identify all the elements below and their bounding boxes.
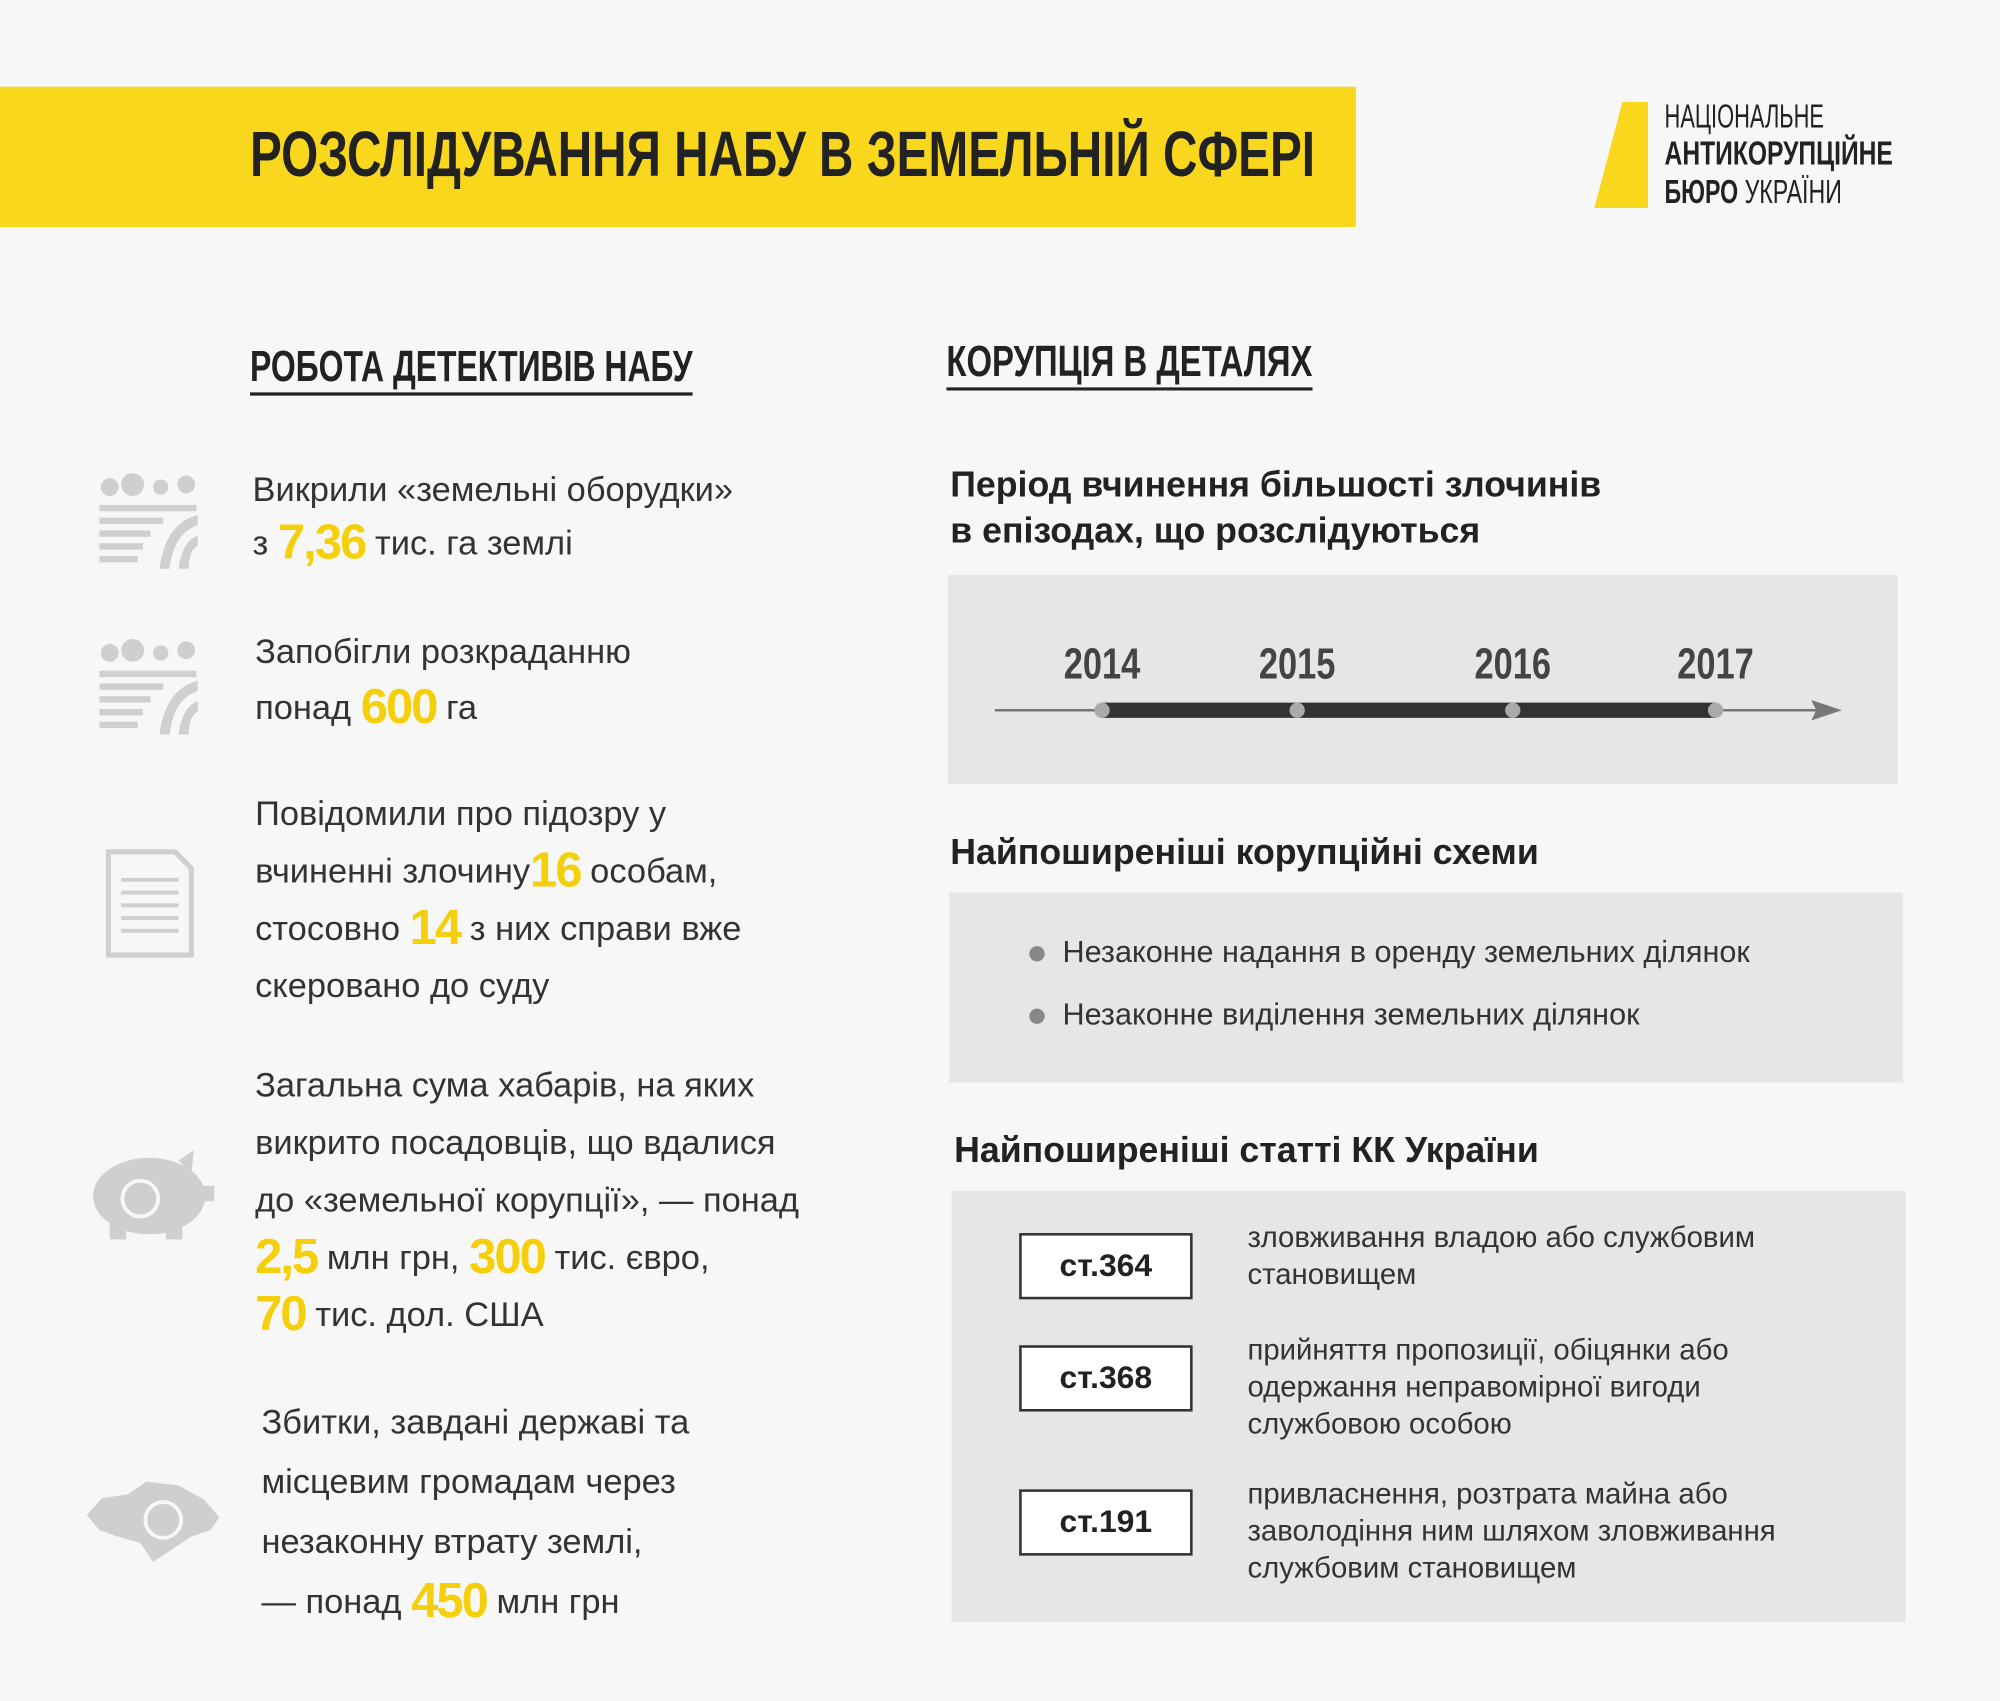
highlight-number: 450 [411,1574,488,1628]
text-segment: тис. дол. США [306,1296,544,1334]
text-segment: особам, [581,853,718,891]
highlight-number: 300 [469,1230,546,1284]
schemes-panel [948,892,1904,1083]
text-segment: га [437,689,478,727]
timeline-dot [1505,702,1521,718]
article-description: становищем [1247,1258,1416,1291]
land-icon [99,638,198,735]
text-segment: з [253,525,278,563]
text-segment: тис. га землі [365,525,572,563]
piggy-bank-icon [93,1150,215,1240]
highlight-number: 16 [530,843,581,897]
block-title: Період вчинення більшості злочинів [950,465,1601,505]
timeline-dot [1289,702,1305,718]
logo-segment: НАЦІОНАЛЬНЕ [1665,98,1824,135]
timeline-year: 2015 [1259,640,1336,688]
article-description: службовою особою [1247,1407,1511,1440]
fact-text: 70 тис. дол. США [255,1287,544,1341]
fact-text: Збитки, завдані державі та [261,1403,690,1441]
highlight-number: 70 [255,1287,306,1341]
logo-segment: УКРАЇНИ [1738,174,1842,211]
article-description: привласнення, розтрата майна або [1247,1477,1727,1510]
bullet [1029,1008,1045,1024]
block-title: Найпоширеніші корупційні схеми [950,832,1539,872]
fact-text: понад 600 га [255,680,478,734]
article-description: заволодіння ним шляхом зловживання [1247,1514,1775,1547]
fact-text: незаконну втрату землі, [261,1523,642,1561]
section-heading: РОБОТА ДЕТЕКТИВІВ НАБУ [250,343,693,391]
ukraine-map-icon [86,1481,220,1563]
logo-mark [1594,102,1648,208]
logo-text: БЮРО УКРАЇНИ [1665,174,1842,211]
text-segment: з них справи вже [460,910,741,948]
text-segment: Збитки, завдані державі та [261,1403,690,1441]
fact-text: вчиненні злочину16 особам, [255,843,717,897]
article-box [1019,1233,1193,1300]
fact-text: Запобігли розкраданню [255,633,631,671]
bullet [1029,946,1045,962]
article-code: ст.364 [1060,1247,1153,1283]
section-heading: КОРУПЦІЯ В ДЕТАЛЯХ [946,338,1312,386]
article-description: службовим становищем [1247,1551,1576,1584]
text-segment: до «земельної корупції», — понад [255,1182,799,1220]
article-code: ст.191 [1060,1503,1153,1539]
fact-text: Повідомили про підозру у [255,795,667,833]
text-segment: тис. євро, [545,1239,710,1277]
logo-text: НАЦІОНАЛЬНЕ [1665,98,1824,135]
text-segment: млн грн, [317,1239,469,1277]
text-segment: вчиненні злочину [255,853,531,891]
scheme-text: Незаконне надання в оренду земельних діл… [1063,935,1751,969]
fact-text: з 7,36 тис. га землі [253,516,573,570]
logo-text: АНТИКОРУПЦІЙНЕ [1665,133,1893,172]
logo-segment: АНТИКОРУПЦІЙНЕ [1665,133,1893,172]
fact-text: до «земельної корупції», — понад [255,1182,799,1220]
text-segment: місцевим громадам через [261,1463,675,1501]
text-segment: Повідомили про підозру у [255,795,667,833]
fact-text: стосовно 14 з них справи вже [255,901,741,955]
timeline-dot [1094,702,1110,718]
timeline-dot [1707,702,1724,718]
text-segment: незаконну втрату землі, [261,1523,642,1561]
timeline-panel [947,575,1898,785]
highlight-number: 14 [410,901,462,955]
fact-text: Викрили «земельні оборудки» [253,471,734,509]
text-segment: млн грн [487,1583,620,1621]
article-description: зловживання владою або службовим [1247,1221,1755,1254]
article-description: одержання неправомірної вигоди [1247,1370,1700,1403]
document-icon [105,849,194,958]
scheme-text: Незаконне виділення земельних ділянок [1063,997,1641,1031]
text-segment: Загальна сума хабарів, на яких [255,1067,754,1105]
article-code: ст.368 [1060,1359,1153,1395]
fact-text: місцевим громадам через [261,1463,675,1501]
title-banner [0,86,1356,227]
article-box [1019,1345,1193,1412]
text-segment: викрито посадовців, що вдалися [255,1124,775,1162]
text-segment: скеровано до суду [255,967,550,1005]
fact-text: викрито посадовців, що вдалися [255,1124,775,1162]
text-segment: стосовно [255,910,410,948]
article-box [1019,1489,1193,1556]
timeline-year: 2014 [1064,640,1141,688]
highlight-number: 7,36 [278,516,366,570]
text-segment: — понад [261,1583,411,1621]
block-title: Найпоширеніші статті КК України [954,1130,1539,1170]
timeline-arrow [1811,700,1842,721]
timeline-year: 2016 [1474,640,1551,688]
block-title: в епізодах, що розслідуються [950,510,1480,550]
page-title: РОЗСЛІДУВАННЯ НАБУ В ЗЕМЕЛЬНІЙ СФЕРІ [250,118,1315,190]
timeline-year: 2017 [1677,640,1754,688]
fact-text: скеровано до суду [255,967,550,1005]
text-segment: Викрили «земельні оборудки» [253,471,734,509]
text-segment: понад [255,689,361,727]
fact-text: 2,5 млн грн, 300 тис. євро, [255,1230,709,1284]
logo-segment: БЮРО [1665,174,1739,211]
text-segment: Запобігли розкраданню [255,633,631,671]
article-description: прийняття пропозиції, обіцянки або [1247,1333,1728,1366]
fact-text: — понад 450 млн грн [261,1574,619,1628]
highlight-number: 600 [361,680,438,734]
fact-text: Загальна сума хабарів, на яких [255,1067,754,1105]
land-icon [99,473,198,569]
highlight-number: 2,5 [255,1230,318,1284]
